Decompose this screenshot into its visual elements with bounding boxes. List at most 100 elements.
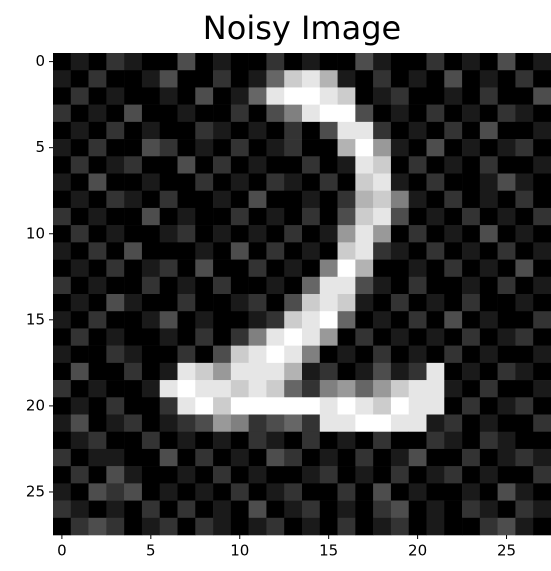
pixel (462, 53, 480, 71)
pixel (480, 277, 498, 295)
pixel (515, 139, 533, 157)
pixel (195, 139, 213, 157)
pixel (89, 415, 107, 433)
pixel (320, 208, 338, 226)
pixel (124, 225, 142, 243)
pixel (249, 518, 267, 536)
pixel (480, 432, 498, 450)
pixel (249, 87, 267, 105)
pixel (391, 53, 409, 71)
pixel (302, 174, 320, 192)
pixel (409, 53, 427, 71)
pixel (89, 208, 107, 226)
pixel (231, 53, 249, 71)
pixel (53, 363, 71, 381)
pixel (302, 139, 320, 157)
pixel (266, 53, 284, 71)
pixel (355, 380, 373, 398)
pixel (106, 242, 124, 260)
pixel (355, 225, 373, 243)
pixel (106, 466, 124, 484)
pixel (195, 311, 213, 329)
pixel (71, 156, 89, 174)
x-tick-label: 20 (408, 542, 427, 560)
pixel (266, 397, 284, 415)
pixel (355, 87, 373, 105)
pixel (373, 105, 391, 123)
pixel (53, 70, 71, 88)
pixel (302, 294, 320, 312)
pixel (195, 87, 213, 105)
pixel (444, 294, 462, 312)
pixel (498, 483, 516, 501)
pixel (498, 70, 516, 88)
pixel (498, 53, 516, 71)
pixel (106, 260, 124, 278)
pixel (533, 208, 551, 226)
pixel (266, 294, 284, 312)
pixel (480, 208, 498, 226)
pixel (89, 328, 107, 346)
image (53, 53, 551, 535)
pixel (213, 328, 231, 346)
pixel (427, 139, 445, 157)
pixel (213, 208, 231, 226)
pixel (498, 363, 516, 381)
pixel (427, 105, 445, 123)
pixel (53, 397, 71, 415)
pixel (338, 122, 356, 140)
pixel (302, 242, 320, 260)
pixel (320, 518, 338, 536)
pixel (355, 122, 373, 140)
pixel (498, 242, 516, 260)
pixel (373, 501, 391, 519)
pixel (373, 328, 391, 346)
pixel (178, 70, 196, 88)
pixel (284, 483, 302, 501)
pixel (106, 501, 124, 519)
pixel (302, 225, 320, 243)
pixel (284, 277, 302, 295)
pixel (409, 191, 427, 209)
pixel (533, 174, 551, 192)
pixel (480, 53, 498, 71)
pixel (249, 466, 267, 484)
pixel (480, 311, 498, 329)
pixel (427, 260, 445, 278)
x-tick-label: 15 (319, 542, 338, 560)
pixel (71, 483, 89, 501)
pixel (106, 415, 124, 433)
pixel (178, 225, 196, 243)
pixel (266, 139, 284, 157)
pixel (515, 242, 533, 260)
pixel (444, 328, 462, 346)
pixel (106, 53, 124, 71)
pixel (142, 466, 160, 484)
pixel (355, 466, 373, 484)
pixel (213, 122, 231, 140)
pixel (480, 122, 498, 140)
pixel (462, 242, 480, 260)
pixel (106, 156, 124, 174)
pixel (160, 501, 178, 519)
pixel (302, 518, 320, 536)
pixel (195, 294, 213, 312)
pixel (533, 432, 551, 450)
pixel (142, 208, 160, 226)
pixel (409, 225, 427, 243)
pixel (195, 191, 213, 209)
pixel (409, 380, 427, 398)
pixel (89, 294, 107, 312)
pixel (533, 346, 551, 364)
pixel (427, 208, 445, 226)
pixel (178, 415, 196, 433)
pixel (160, 208, 178, 226)
pixel (213, 191, 231, 209)
pixel (302, 311, 320, 329)
pixel (213, 363, 231, 381)
pixel (533, 139, 551, 157)
pixel (71, 70, 89, 88)
pixel (213, 225, 231, 243)
pixel (284, 174, 302, 192)
pixel (231, 483, 249, 501)
